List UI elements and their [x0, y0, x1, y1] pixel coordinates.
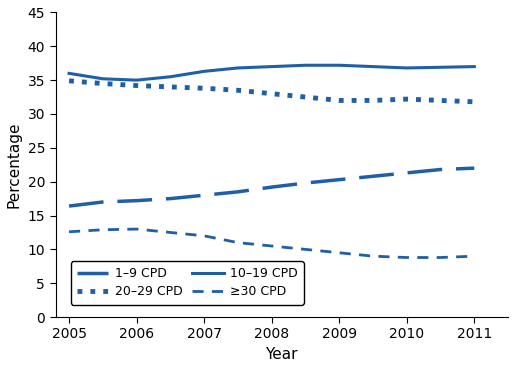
X-axis label: Year: Year: [266, 347, 298, 362]
Legend: 1–9 CPD, 20–29 CPD, 10–19 CPD, ≥30 CPD: 1–9 CPD, 20–29 CPD, 10–19 CPD, ≥30 CPD: [71, 261, 304, 305]
Y-axis label: Percentage: Percentage: [7, 121, 22, 208]
